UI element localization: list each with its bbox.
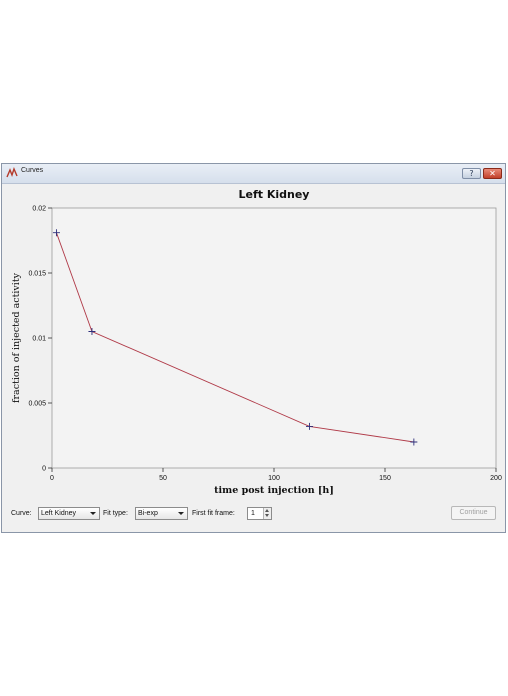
y-tick-label: 0.02 <box>32 206 46 213</box>
x-tick-label: 50 <box>159 475 167 482</box>
series-line <box>56 232 414 443</box>
chevron-down-icon <box>90 512 96 515</box>
chevron-down-icon <box>178 512 184 515</box>
curve-plot: Left Kidney 0 50 100 150 200 0 0.005 0.01 0.015 0.… <box>11 188 502 496</box>
x-tick-label: 200 <box>490 475 502 482</box>
data-point-marker <box>410 438 418 446</box>
x-axis-label: time post injection [h] <box>214 485 334 496</box>
y-tick-label: 0 <box>42 466 46 473</box>
close-button[interactable]: ✕ <box>483 168 502 179</box>
spinbox-buttons[interactable] <box>263 508 271 519</box>
data-point-marker <box>306 422 314 430</box>
curve-app-icon <box>6 167 18 178</box>
window-title: Curves <box>21 167 44 174</box>
continue-button[interactable]: Continue <box>451 506 496 520</box>
x-tick-label: 0 <box>50 475 54 482</box>
spin-up-icon[interactable] <box>265 509 269 512</box>
y-tick-label: 0.01 <box>32 336 46 343</box>
help-button[interactable]: ? <box>462 168 481 179</box>
fit-type-label: Fit type: <box>103 510 128 517</box>
x-tick-label: 100 <box>268 475 280 482</box>
y-tick-label: 0.015 <box>28 271 46 278</box>
y-tick-label: 0.005 <box>28 401 46 408</box>
plot-area <box>51 207 497 469</box>
spin-down-icon[interactable] <box>265 514 269 517</box>
data-point-marker <box>88 328 96 335</box>
fit-type-select[interactable]: Bi-exp <box>135 507 188 520</box>
data-point-marker <box>52 229 60 237</box>
title-bar: Curves ? ✕ <box>2 164 505 184</box>
curve-select-value: Left Kidney <box>41 510 77 517</box>
x-tick-label: 150 <box>379 475 391 482</box>
y-axis-label: fraction of injected activity <box>11 272 22 403</box>
first-fit-frame-label: First fit frame: <box>192 510 235 517</box>
curve-select[interactable]: Left Kidney <box>38 507 100 520</box>
curves-window: Curves ? ✕ Left Kidney 0 50 100 150 200 0 0.005… <box>1 163 506 533</box>
controls-bar: Curve: Left Kidney Fit type: Bi-exp Firs… <box>2 505 505 525</box>
fit-type-select-value: Bi-exp <box>138 510 158 517</box>
first-fit-frame-spinbox[interactable]: 1 <box>247 507 272 520</box>
curve-label: Curve: <box>11 510 32 517</box>
first-fit-frame-value: 1 <box>251 510 255 517</box>
chart-title: Left Kidney <box>239 188 310 201</box>
